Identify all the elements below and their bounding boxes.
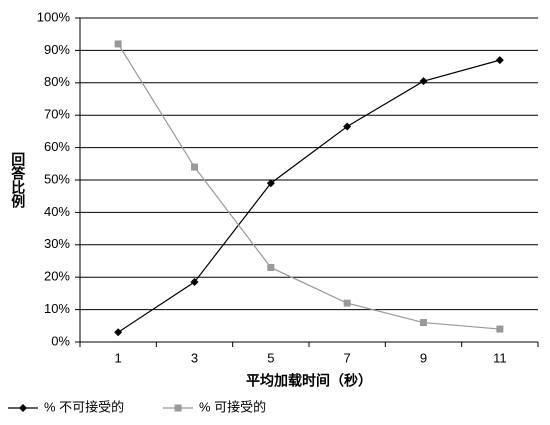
x-tick-label: 7 <box>344 350 351 365</box>
x-tick-label: 3 <box>191 350 198 365</box>
marker <box>266 179 275 188</box>
marker <box>191 163 198 171</box>
marker <box>267 263 275 271</box>
marker <box>343 299 351 307</box>
y-tick-label: 10% <box>44 301 70 316</box>
y-tick-label: 90% <box>44 42 70 57</box>
y-tick-label: 40% <box>44 204 70 219</box>
y-tick-label: 100% <box>37 9 71 24</box>
marker <box>496 325 504 333</box>
x-tick-label: 11 <box>493 350 507 365</box>
marker <box>114 328 123 337</box>
marker <box>419 77 428 86</box>
x-tick-label: 1 <box>115 350 122 365</box>
series-line <box>117 59 500 333</box>
marker <box>495 56 504 65</box>
legend-label: % 可接受的 <box>199 399 266 414</box>
y-tick-label: 20% <box>44 269 70 284</box>
marker <box>19 404 27 412</box>
series-line <box>117 43 500 330</box>
y-tick-label: 0% <box>51 333 70 348</box>
x-tick-label: 5 <box>267 350 274 365</box>
marker <box>174 404 182 412</box>
marker <box>190 278 199 287</box>
marker <box>343 122 352 131</box>
legend-label: % 不可接受的 <box>44 399 124 414</box>
y-tick-label: 60% <box>44 139 70 154</box>
y-tick-label: 70% <box>44 107 70 122</box>
y-tick-label: 80% <box>44 74 70 89</box>
x-axis-title: 平均加载时间（秒） <box>246 373 372 389</box>
y-axis-title: 回答比例 <box>10 152 26 209</box>
x-tick-label: 9 <box>420 350 427 365</box>
y-tick-label: 30% <box>44 236 70 251</box>
marker <box>114 40 122 48</box>
y-tick-label: 50% <box>44 171 70 186</box>
marker <box>420 319 427 327</box>
